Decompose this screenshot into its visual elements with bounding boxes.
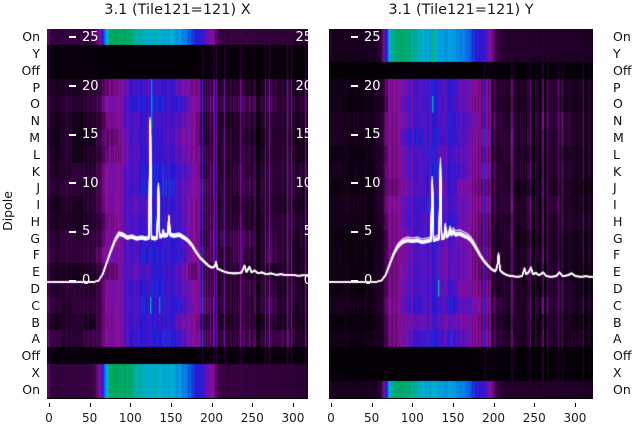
row-label-right-17-b: B: [613, 314, 622, 330]
row-label-right-16-c: C: [613, 297, 622, 313]
heatmap-y: [329, 29, 593, 398]
row-label-left-17-b: B: [31, 314, 40, 330]
row-label-right-9-j: J: [613, 180, 617, 196]
x-tick-label-y-200: 200: [482, 411, 506, 425]
x-tick-label-x-0: 0: [45, 411, 53, 425]
row-label-left-9-j: J: [36, 180, 40, 196]
row-label-right-4-o: O: [613, 96, 623, 112]
panel-title-x: 3.1 (Tile121=121) X: [104, 2, 251, 18]
x-tick-y-250: [534, 403, 536, 407]
x-tick-x-0: [49, 403, 50, 407]
x-tick-y-200: [493, 403, 495, 407]
row-label-left-6-m: M: [29, 130, 40, 146]
row-label-right-18-a: A: [613, 331, 622, 347]
row-label-left-19-off: Off: [21, 348, 40, 364]
panel-title-y: 3.1 (Tile121=121) Y: [388, 2, 534, 18]
row-label-right-13-f: F: [613, 247, 621, 263]
row-label-left-16-c: C: [31, 297, 40, 313]
heatmap-x: [47, 29, 308, 398]
x-tick-y-100: [412, 403, 414, 407]
row-label-left-0-on: On: [22, 29, 40, 45]
row-label-right-19-off: Off: [613, 348, 632, 364]
row-label-left-14-e: E: [32, 264, 40, 280]
x-tick-label-y-150: 150: [441, 411, 465, 425]
row-label-left-5-n: N: [30, 113, 40, 129]
x-tick-label-x-200: 200: [200, 411, 224, 425]
row-label-right-3-p: P: [613, 79, 621, 95]
row-label-right-10-i: I: [613, 197, 617, 213]
x-tick-x-50: [89, 403, 91, 407]
row-label-left-18-a: A: [31, 331, 40, 347]
row-label-right-0-on: On: [613, 29, 631, 45]
x-tick-x-250: [252, 403, 254, 407]
row-label-right-8-k: K: [613, 163, 622, 179]
x-tick-x-300: [292, 403, 294, 407]
row-label-right-11-h: H: [613, 213, 623, 229]
x-tick-x-200: [211, 403, 213, 407]
row-label-right-14-e: E: [613, 264, 621, 280]
row-label-right-20-x: X: [613, 364, 622, 380]
x-tick-label-x-50: 50: [82, 411, 98, 425]
x-tick-label-y-250: 250: [522, 411, 546, 425]
x-tick-label-y-50: 50: [364, 411, 380, 425]
row-label-right-15-d: D: [613, 280, 623, 296]
x-tick-y-150: [452, 403, 454, 407]
row-label-left-11-h: H: [30, 213, 40, 229]
xaxis-y: 0 50 100 150 200 250 300: [327, 398, 593, 439]
row-label-right-7-l: L: [613, 146, 620, 162]
row-label-right-2-off: Off: [613, 62, 632, 78]
row-label-right-6-m: M: [613, 130, 624, 146]
dipole-labels-left: On Y Off P O N M L K J I H G F E D C B A Off X On: [0, 0, 40, 440]
row-label-left-21-on: On: [22, 381, 40, 397]
x-tick-label-x-300: 300: [281, 411, 305, 425]
x-tick-x-150: [170, 403, 172, 407]
row-label-left-8-k: K: [31, 163, 40, 179]
x-tick-y-0: [331, 403, 332, 407]
row-label-left-4-o: O: [30, 96, 40, 112]
x-tick-label-y-300: 300: [563, 411, 587, 425]
row-label-left-7-l: L: [33, 146, 40, 162]
row-label-left-1-y: Y: [32, 46, 40, 62]
row-label-right-21-on: On: [613, 381, 631, 397]
row-label-left-20-x: X: [31, 364, 40, 380]
row-label-right-12-g: G: [613, 230, 623, 246]
row-label-left-3-p: P: [32, 79, 40, 95]
panel-y: 25 20 15 10 5 0: [329, 29, 593, 398]
x-tick-label-x-100: 100: [118, 411, 142, 425]
xaxis-x: 0 50 100 150 200 250 300: [45, 398, 308, 439]
x-tick-y-300: [574, 403, 576, 407]
x-tick-y-50: [371, 403, 373, 407]
row-label-left-2-off: Off: [21, 62, 40, 78]
dipole-labels-right: On Y Off P O N M L K J I H G F E D C B A Off X On: [613, 0, 640, 440]
row-label-right-5-n: N: [613, 113, 623, 129]
x-tick-label-x-250: 250: [240, 411, 264, 425]
row-label-left-12-g: G: [30, 230, 40, 246]
x-tick-label-y-100: 100: [400, 411, 424, 425]
row-label-left-13-f: F: [32, 247, 40, 263]
row-label-left-15-d: D: [30, 280, 40, 296]
x-tick-label-x-150: 150: [159, 411, 183, 425]
x-tick-label-y-0: 0: [327, 411, 335, 425]
row-label-right-1-y: Y: [613, 46, 621, 62]
row-label-left-10-i: I: [36, 197, 40, 213]
x-tick-x-100: [130, 403, 132, 407]
panel-x: 25 25 20 20 15 15 10 10 5 5 0 0: [47, 29, 308, 398]
